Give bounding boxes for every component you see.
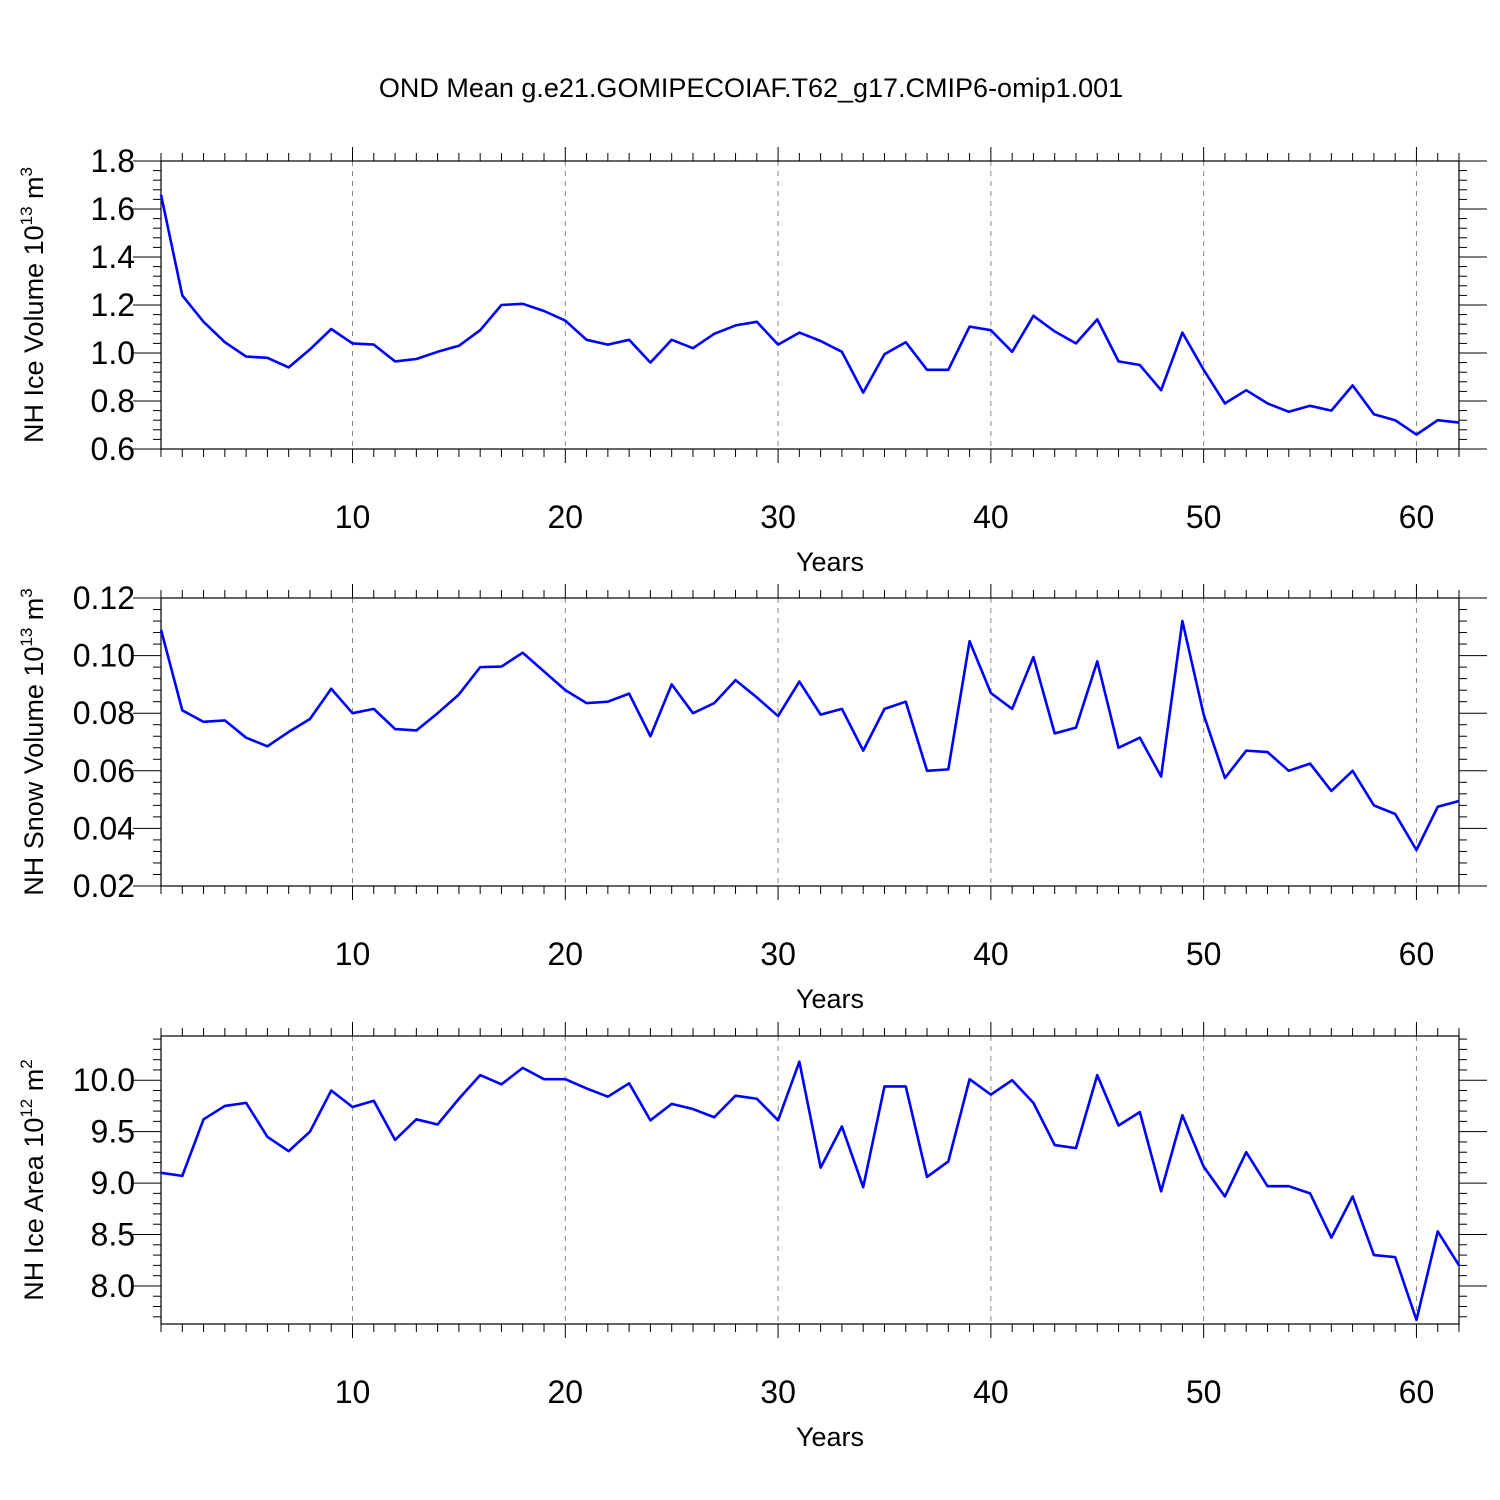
y-tick-label: 1.0 xyxy=(91,335,135,371)
x-axis-label: Years xyxy=(796,1422,864,1452)
x-tick-label: 40 xyxy=(973,936,1009,972)
y-tick-label: 0.12 xyxy=(73,580,135,616)
y-axis-label: NH Ice Volume 1013 m3 xyxy=(17,167,49,443)
x-tick-label: 20 xyxy=(547,1374,583,1410)
y-tick-label: 1.6 xyxy=(91,191,135,227)
y-tick-label: 0.08 xyxy=(73,695,135,731)
y-tick-label: 8.0 xyxy=(91,1268,135,1304)
panel-ice-area: 10 20 30 40 50 60 8.0 8.5 9.0 9.5 10.0 Years NH Ice … xyxy=(17,1022,1487,1452)
x-tick-label: 30 xyxy=(760,499,796,535)
y-tick-label: 8.5 xyxy=(91,1217,135,1253)
panel-ice-volume: 10 20 30 40 50 60 0.6 0.8 1.0 1.2 1.4 1.6 1.8 Years NH… xyxy=(17,143,1487,577)
y-tick-label: 0.10 xyxy=(73,638,135,674)
y-tick-label: 10.0 xyxy=(73,1062,135,1098)
x-tick-label: 40 xyxy=(973,1374,1009,1410)
y-tick-label: 1.2 xyxy=(91,287,135,323)
x-axis-label: Years xyxy=(796,984,864,1014)
x-tick-label: 20 xyxy=(547,936,583,972)
y-tick-label: 1.4 xyxy=(91,239,135,275)
y-tick-label: 9.5 xyxy=(91,1114,135,1150)
x-tick-label: 30 xyxy=(760,936,796,972)
x-tick-label: 10 xyxy=(335,1374,371,1410)
x-tick-label: 10 xyxy=(335,499,371,535)
x-tick-label: 20 xyxy=(547,499,583,535)
x-tick-label: 50 xyxy=(1186,936,1222,972)
y-tick-label: 0.06 xyxy=(73,753,135,789)
x-tick-label: 40 xyxy=(973,499,1009,535)
y-tick-label: 0.8 xyxy=(91,383,135,419)
y-tick-label: 9.0 xyxy=(91,1165,135,1201)
plot-frame xyxy=(160,160,1460,450)
series-line xyxy=(159,619,1460,852)
y-axis-label: NH Ice Area 1012 m2 xyxy=(17,1059,49,1300)
series-line xyxy=(160,1060,1461,1322)
x-tick-label: 50 xyxy=(1186,1374,1222,1410)
x-tick-label: 30 xyxy=(760,1374,796,1410)
figure-title: OND Mean g.e21.GOMIPECOIAF.T62_g17.CMIP6… xyxy=(379,73,1123,103)
plot-frame xyxy=(160,597,1460,887)
x-tick-label: 60 xyxy=(1399,1374,1435,1410)
plot-frame xyxy=(160,1035,1460,1325)
x-tick-label: 10 xyxy=(335,936,371,972)
x-tick-label: 60 xyxy=(1399,499,1435,535)
y-tick-label: 0.04 xyxy=(73,810,135,846)
y-axis-label: NH Snow Volume 1013 m3 xyxy=(17,588,49,896)
x-tick-label: 60 xyxy=(1399,936,1435,972)
y-tick-label: 0.6 xyxy=(91,431,135,467)
panel-snow-volume: 10 20 30 40 50 60 0.02 0.04 0.06 0.08 0.10 0.12 Year… xyxy=(17,580,1487,1014)
y-tick-label: 0.02 xyxy=(73,868,135,904)
x-axis-label: Years xyxy=(796,547,864,577)
y-tick-label: 1.8 xyxy=(91,143,135,179)
series-line xyxy=(159,194,1460,436)
x-tick-label: 50 xyxy=(1186,499,1222,535)
